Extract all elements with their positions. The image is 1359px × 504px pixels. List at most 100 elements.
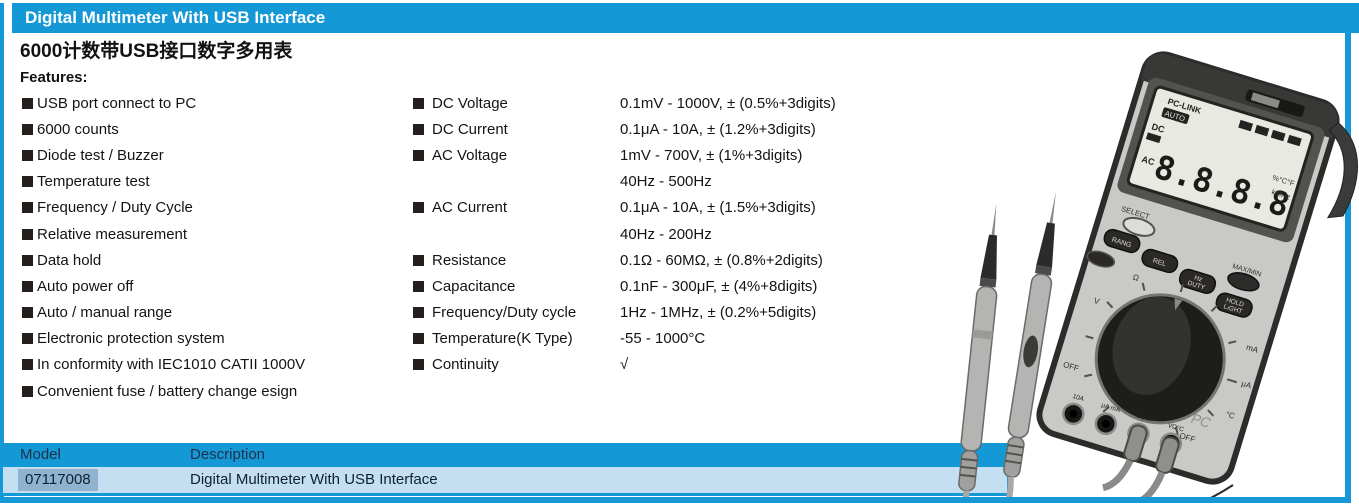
spec-label: AC Current (432, 199, 508, 217)
feature-label: Frequency / Duty Cycle (37, 199, 193, 217)
feature-bullet-icon (22, 149, 33, 161)
spec-row: Frequency / Duty Cycle AC Current 0.1μA … (0, 195, 905, 221)
dial-label-a: A (1224, 301, 1232, 311)
model-table: Model Description 07117008 Digital Multi… (0, 443, 1010, 496)
spec-value: -55 - 1000°C (620, 330, 706, 348)
description-cell: Digital Multimeter With USB Interface (190, 471, 438, 488)
probe-needle (991, 203, 997, 236)
feature-label: In conformity with IEC1010 CATII 1000V (37, 356, 306, 374)
probe-collar (1034, 265, 1053, 276)
spec-bullet-icon (413, 359, 424, 371)
spec-label: DC Voltage (432, 94, 508, 112)
feature-bullet-icon (22, 176, 33, 188)
multimeter-body: PC-LINK AUTO DC AC 8.8.8.8 %°C°F kMHz SE… (1036, 51, 1358, 497)
spec-value: 0.1μA - 10A, ± (1.2%+3digits) (620, 120, 816, 138)
rotary-dial: V Ω Hz A mA μA °C OFF OFF (1062, 272, 1260, 444)
spec-row: 6000 counts DC Current 0.1μA - 10A, ± (1… (0, 116, 905, 142)
feature-label: Auto / manual range (37, 304, 173, 322)
feature-label: Data hold (37, 251, 102, 269)
feature-label: 6000 counts (37, 120, 119, 138)
jack-label-10a: 10A (1072, 393, 1086, 403)
spec-row: Temperature test 40Hz - 500Hz (0, 169, 905, 195)
spec-value: 40Hz - 200Hz (620, 225, 712, 243)
feature-bullet-icon (22, 97, 33, 109)
page-left-border (0, 3, 4, 497)
spec-row: Convenient fuse / battery change esign (0, 378, 905, 404)
holster-hook (1326, 121, 1358, 219)
probe-needle (1049, 191, 1057, 224)
probe-cable (977, 476, 1014, 497)
feature-label: USB port connect to PC (37, 94, 197, 112)
lcd-dc-label: DC (1150, 121, 1166, 135)
dial-label-ua: μA (1240, 379, 1253, 391)
spec-bullet-icon (413, 123, 424, 135)
probe-grip (958, 449, 979, 492)
spec-row: Electronic protection system Temperature… (0, 326, 905, 352)
feature-label: Temperature test (37, 173, 150, 191)
lcd-annunciator-icon (1254, 124, 1270, 137)
feature-bullet-icon (22, 254, 33, 266)
hold-light-button (1215, 292, 1253, 318)
model-number-cell[interactable]: 07117008 (18, 469, 98, 491)
banana-plug (1155, 436, 1180, 474)
stand-hook (1250, 92, 1280, 109)
lcd-bar-icon (1145, 132, 1162, 144)
spec-value: 1Hz - 1MHz, ± (0.2%+5digits) (620, 304, 817, 322)
jack-label-com: COM (1135, 412, 1152, 423)
product-photo: PC-LINK AUTO DC AC 8.8.8.8 %°C°F kMHz SE… (893, 33, 1359, 497)
feature-label: Electronic protection system (37, 330, 225, 348)
page-right-border (1345, 33, 1351, 497)
spec-value: 0.1nF - 300μF, ± (4%+8digits) (620, 277, 818, 295)
feature-bullet-icon (22, 123, 33, 135)
spec-label: DC Current (432, 120, 508, 138)
feature-bullet-icon (22, 307, 33, 319)
feature-bullet-icon (22, 202, 33, 214)
rang-button (1103, 228, 1141, 254)
feature-label: Convenient fuse / battery change esign (37, 382, 298, 400)
feature-label: Diode test / Buzzer (37, 146, 164, 164)
maxmin-button (1227, 272, 1260, 292)
dial-label-v: V (1093, 296, 1101, 306)
plug-cable (1136, 471, 1166, 497)
spec-bullet-icon (413, 97, 424, 109)
feature-bullet-icon (22, 333, 33, 345)
features-specs-list: USB port connect to PC DC Voltage 0.1mV … (0, 90, 905, 404)
lcd-ac-label: AC (1140, 154, 1156, 168)
lcd-annunciator-icon (1238, 119, 1254, 132)
rel-button-label: REL (1152, 258, 1167, 269)
brand-badge (1086, 250, 1116, 268)
spec-row: In conformity with IEC1010 CATII 1000V C… (0, 352, 905, 378)
feature-label: Auto power off (37, 277, 134, 295)
spec-row: Data hold Resistance 0.1Ω - 60MΩ, ± (0.8… (0, 247, 905, 273)
hz-duty-button (1178, 268, 1217, 294)
rel-button (1141, 248, 1179, 274)
lcd-auto-badge (1161, 107, 1190, 124)
test-probe-left (926, 203, 998, 497)
select-button (1122, 216, 1156, 237)
spec-label: AC Voltage (432, 146, 508, 164)
feature-bullet-icon (22, 385, 33, 397)
probe-thumb-pad (1023, 335, 1039, 368)
thin-lead-wire (1210, 484, 1234, 497)
dial-pointer (1174, 298, 1183, 311)
plug-cable (1102, 458, 1134, 492)
spec-row: Auto / manual range Frequency/Duty cycle… (0, 300, 905, 326)
spec-row: Relative measurement 40Hz - 200Hz (0, 221, 905, 247)
spec-bullet-icon (413, 149, 424, 161)
hz-duty-button-label1: Hz (1193, 274, 1203, 283)
page-bottom-border (0, 497, 1351, 503)
spec-bullet-icon (413, 254, 424, 266)
spec-bullet-icon (413, 202, 424, 214)
probe-tip-cone (980, 234, 997, 280)
table-header-model: Model (20, 446, 61, 463)
spec-value: √ (620, 356, 629, 374)
spec-bullet-icon (413, 280, 424, 292)
dial-label-temp: °C (1225, 410, 1236, 421)
table-row[interactable]: 07117008 Digital Multimeter With USB Int… (3, 467, 1007, 493)
spec-row: Diode test / Buzzer AC Voltage 1mV - 700… (0, 142, 905, 168)
spec-label: Temperature(K Type) (432, 330, 573, 348)
meter-top-cap (1140, 53, 1338, 139)
spec-value: 0.1μA - 10A, ± (1.5%+3digits) (620, 199, 816, 217)
feature-bullet-icon (22, 228, 33, 240)
spec-bullet-icon (413, 333, 424, 345)
